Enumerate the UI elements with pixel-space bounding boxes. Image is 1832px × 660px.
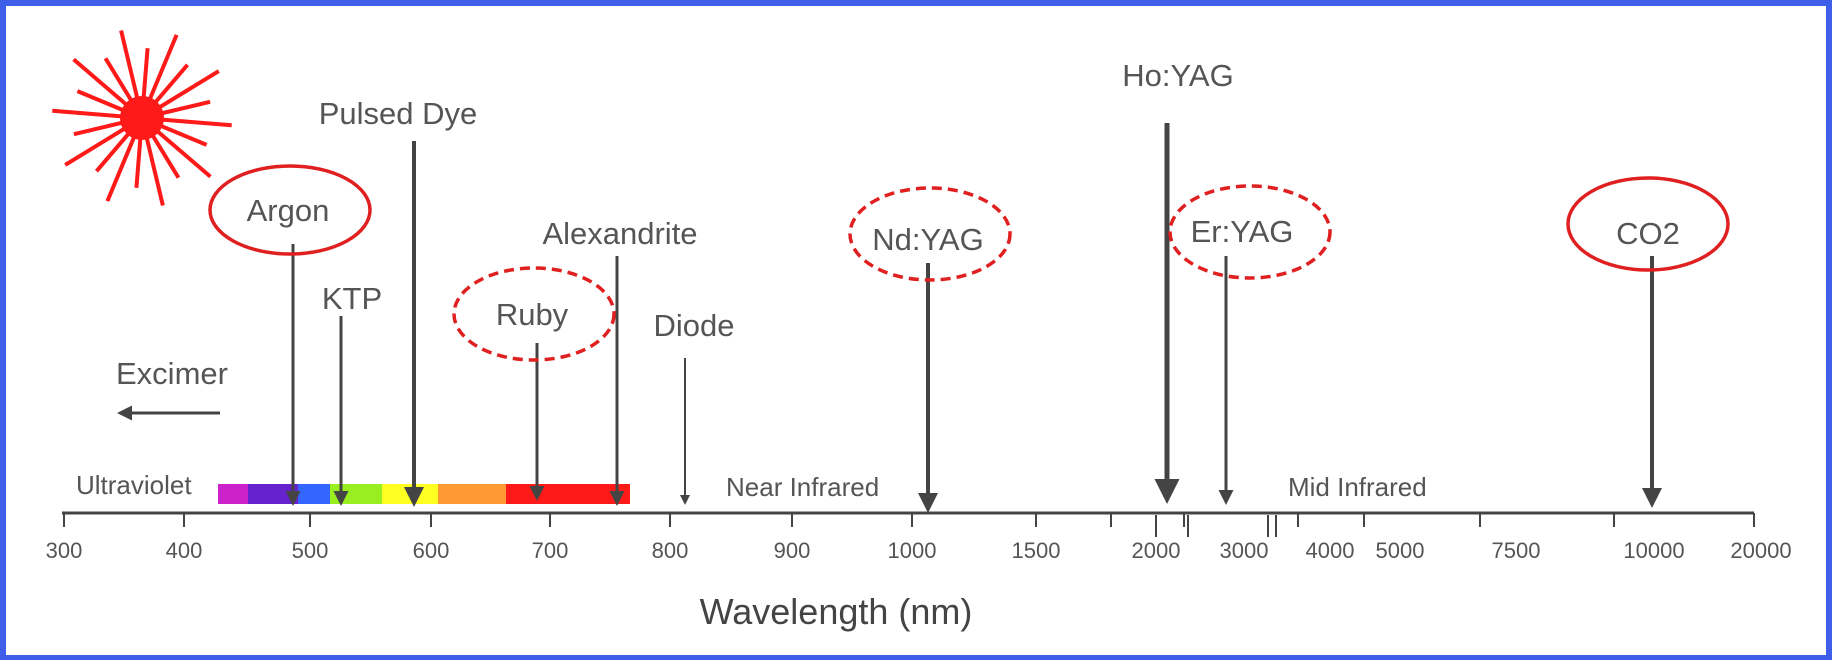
highlight-circles: [208, 164, 1730, 362]
axis-tick-label: 5000: [1376, 538, 1425, 563]
axis-tick-label: 7500: [1492, 538, 1541, 563]
co2-highlight-circle: [1566, 176, 1730, 272]
laser-label-eryag: Er:YAG: [1191, 214, 1294, 249]
axis-tick-marks: [63, 513, 1755, 537]
axis-tick-label: 4000: [1306, 538, 1355, 563]
axis-tick-label: 500: [292, 538, 329, 563]
ndyag-highlight-circle: [848, 186, 1012, 282]
laser-label-pulsed-dye: Pulsed Dye: [319, 96, 478, 131]
laser-wavelength-diagram: 300 400 500 600 700 800 900 1000 1500 2000 3000 400…: [46, 30, 1792, 632]
axis-tick-label: 800: [652, 538, 689, 563]
laser-label-co2: CO2: [1616, 216, 1680, 251]
region-label-ultraviolet: Ultraviolet: [76, 470, 192, 500]
axis-tick-label: 1000: [888, 538, 937, 563]
region-label-mid-infrared: Mid Infrared: [1288, 472, 1427, 502]
axis-tick-label: 20000: [1730, 538, 1791, 563]
region-label-near-infrared: Near Infrared: [726, 472, 879, 502]
axis-tick-label: 2000: [1132, 538, 1181, 563]
axis-tick-label: 10000: [1623, 538, 1684, 563]
laser-label-diode: Diode: [654, 308, 735, 343]
axis-tick-label: 600: [413, 538, 450, 563]
visible-spectrum-bar: [218, 484, 630, 504]
laser-labels: Argon KTP Pulsed Dye Ruby Alexandrite Di…: [116, 58, 1680, 391]
axis-tick-labels: 300 400 500 600 700 800 900 1000 1500 2000 3000 400…: [46, 538, 1792, 563]
argon-highlight-circle: [208, 164, 372, 256]
laser-arrows: [117, 123, 1662, 513]
ruby-highlight-circle: [452, 266, 616, 362]
spectrum-indigo: [248, 484, 298, 504]
spectrum-blue: [298, 484, 330, 504]
laser-label-hoyag: Ho:YAG: [1122, 58, 1233, 93]
laser-label-ruby: Ruby: [496, 297, 569, 332]
axis-tick-label: 3000: [1220, 538, 1269, 563]
axis-tick-label: 300: [46, 538, 83, 563]
laser-label-ndyag: Nd:YAG: [872, 222, 983, 257]
spectrum-orange: [438, 484, 506, 504]
starburst-core: [120, 96, 164, 140]
axis-tick-label: 900: [774, 538, 811, 563]
laser-label-argon: Argon: [247, 193, 330, 228]
laser-label-alexandrite: Alexandrite: [542, 216, 697, 251]
axis-title: Wavelength (nm): [700, 591, 973, 632]
eryag-highlight-circle: [1168, 184, 1332, 280]
spectrum-yellow: [382, 484, 438, 504]
laser-label-excimer: Excimer: [116, 356, 228, 391]
laser-starburst-icon: [52, 30, 232, 206]
spectrum-green: [330, 484, 382, 504]
axis-tick-label: 400: [166, 538, 203, 563]
spectrum-red: [506, 484, 630, 504]
laser-label-ktp: KTP: [322, 281, 382, 316]
spectrum-violet: [218, 484, 248, 504]
axis-tick-label: 700: [532, 538, 569, 563]
axis-tick-label: 1500: [1012, 538, 1061, 563]
